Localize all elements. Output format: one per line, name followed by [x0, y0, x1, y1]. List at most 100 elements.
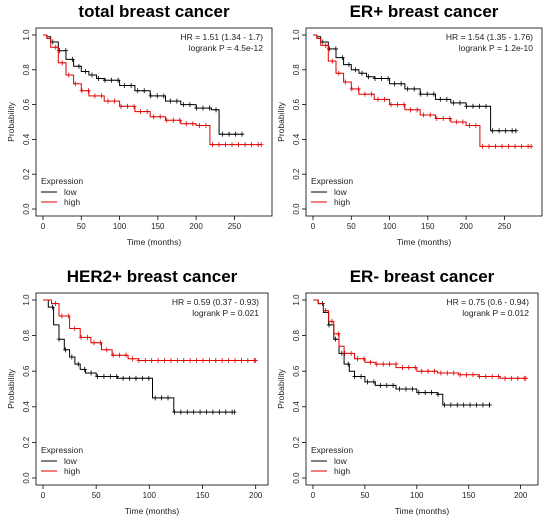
censor-mark	[474, 402, 479, 408]
censor-mark	[95, 374, 100, 380]
plot-frame	[305, 27, 543, 217]
censor-mark	[158, 114, 163, 120]
censor-mark	[467, 122, 472, 128]
censor-mark	[123, 352, 129, 358]
x-axis: 0 50 100 150 200 250	[311, 216, 512, 231]
censor-mark	[480, 402, 486, 408]
legend-label-low: low	[334, 187, 348, 197]
y-tick-label: 0.6	[22, 365, 31, 377]
censor-mark	[477, 103, 482, 109]
legend-title: Expression	[41, 176, 83, 186]
y-axis-label: Probability	[276, 368, 286, 408]
censor-mark	[115, 77, 121, 83]
censor-mark	[359, 70, 365, 76]
censor-mark	[379, 76, 384, 81]
x-tick-label: 150	[151, 222, 165, 231]
censor-mark	[442, 402, 447, 408]
censor-mark	[245, 358, 251, 364]
y-axis: 0.0 0.2 0.4 0.6 0.8 1.0	[22, 29, 36, 215]
y-tick-label: 1.0	[22, 294, 31, 306]
censor-mark	[104, 347, 109, 353]
censor-mark	[336, 70, 341, 76]
censor-mark	[336, 331, 341, 337]
censor-mark	[392, 81, 397, 87]
censor-mark	[233, 131, 238, 137]
censor-mark	[102, 77, 108, 83]
y-axis-label: Probability	[6, 368, 16, 408]
censor-mark	[174, 98, 180, 104]
censor-mark	[249, 142, 254, 148]
censor-mark	[73, 81, 78, 87]
hazard-ratio-text: HR = 1.51 (1.34 - 1.7)	[181, 32, 264, 42]
censor-mark	[480, 143, 485, 149]
censor-mark	[162, 358, 167, 364]
censor-mark	[483, 374, 488, 380]
x-tick-label: 150	[196, 491, 210, 500]
censor-mark	[213, 107, 219, 113]
censor-mark	[342, 350, 347, 356]
censor-mark	[207, 105, 212, 111]
series-high	[313, 299, 529, 381]
x-tick-label: 0	[311, 222, 316, 231]
censor-mark	[340, 55, 345, 61]
censor-mark	[323, 308, 328, 314]
logrank-p-text: logrank P = 4.5e-12	[189, 43, 264, 53]
censor-mark	[470, 372, 476, 378]
y-tick-label: 1.0	[292, 294, 301, 306]
censor-mark	[172, 409, 177, 415]
y-tick-label: 0.8	[292, 64, 301, 76]
survival-curve-high	[313, 34, 532, 147]
censor-mark	[368, 359, 373, 365]
censor-mark	[366, 74, 371, 80]
y-tick-label: 0.8	[22, 64, 31, 76]
censor-mark	[329, 318, 335, 324]
censor-mark	[108, 374, 113, 380]
x-axis: 0 50 100 150 200	[41, 485, 263, 500]
y-tick-label: 0.0	[22, 472, 31, 484]
censor-mark	[352, 374, 357, 380]
plot-frame	[35, 292, 269, 486]
censor-mark	[155, 93, 160, 99]
censor-mark	[405, 86, 410, 92]
censor-mark	[333, 46, 339, 52]
series-low	[43, 299, 237, 415]
censor-mark	[112, 98, 117, 104]
censor-mark	[496, 374, 501, 380]
censor-mark	[88, 370, 94, 376]
censor-mark	[454, 119, 459, 125]
censor-mark	[210, 142, 215, 148]
censor-mark	[425, 91, 430, 97]
series-high	[313, 34, 534, 149]
censor-mark	[63, 48, 69, 54]
censor-mark	[242, 142, 248, 148]
censor-mark	[509, 128, 515, 134]
censor-mark	[204, 409, 209, 415]
x-tick-label: 100	[143, 491, 157, 500]
legend-label-high: high	[334, 466, 350, 476]
censor-mark	[519, 143, 524, 149]
censor-mark	[356, 86, 361, 92]
x-tick-label: 150	[421, 222, 435, 231]
censor-mark	[401, 102, 407, 108]
censor-mark	[236, 142, 241, 148]
censor-mark	[165, 395, 171, 401]
censor-mark	[499, 143, 505, 149]
censor-mark	[487, 402, 492, 408]
censor-mark	[92, 93, 98, 99]
censor-mark	[493, 143, 498, 149]
censor-mark	[461, 402, 466, 408]
censor-mark	[239, 358, 244, 364]
censor-mark	[523, 375, 529, 381]
censor-mark	[406, 365, 412, 371]
censor-mark	[374, 361, 379, 367]
logrank-p-text: logrank P = 1.2e-10	[459, 43, 534, 53]
censor-mark	[159, 395, 164, 401]
censor-mark	[349, 86, 355, 92]
censor-mark	[515, 375, 521, 381]
censor-mark	[194, 105, 199, 111]
hazard-ratio-text: HR = 1.54 (1.35 - 1.76)	[446, 32, 533, 42]
legend-label-high: high	[64, 466, 80, 476]
